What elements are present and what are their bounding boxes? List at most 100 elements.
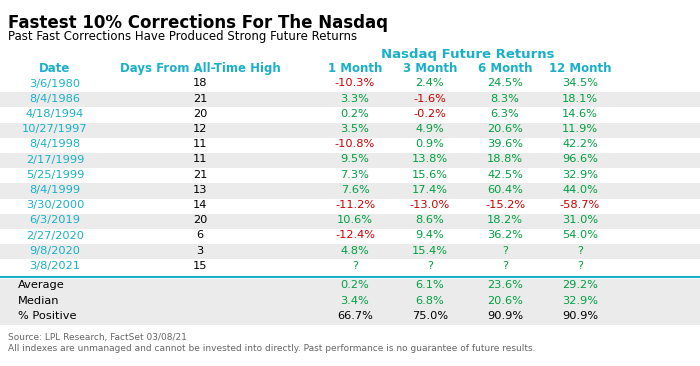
Text: 96.6%: 96.6% — [562, 154, 598, 164]
Text: 5/25/1999: 5/25/1999 — [26, 170, 84, 180]
Text: 6.8%: 6.8% — [416, 296, 444, 306]
Text: 11.9%: 11.9% — [562, 124, 598, 134]
Text: Days From All-Time High: Days From All-Time High — [120, 62, 281, 75]
Text: Fastest 10% Corrections For The Nasdaq: Fastest 10% Corrections For The Nasdaq — [8, 14, 388, 32]
Text: 6.3%: 6.3% — [491, 109, 519, 119]
Text: 11: 11 — [193, 154, 207, 164]
Text: 0.2%: 0.2% — [341, 109, 370, 119]
Text: 66.7%: 66.7% — [337, 311, 373, 321]
Text: 4.8%: 4.8% — [341, 246, 370, 256]
Text: 2.4%: 2.4% — [416, 78, 444, 89]
Text: -1.6%: -1.6% — [414, 94, 447, 104]
Text: -10.3%: -10.3% — [335, 78, 375, 89]
Text: Median: Median — [18, 296, 60, 306]
Text: 20.6%: 20.6% — [487, 296, 523, 306]
Text: ?: ? — [577, 246, 583, 256]
Text: 6 Month: 6 Month — [477, 62, 532, 75]
Text: 36.2%: 36.2% — [487, 231, 523, 240]
Text: 8.3%: 8.3% — [491, 94, 519, 104]
Text: 17.4%: 17.4% — [412, 185, 448, 195]
Text: 3.5%: 3.5% — [341, 124, 370, 134]
Text: 23.6%: 23.6% — [487, 280, 523, 290]
Text: 3/8/2021: 3/8/2021 — [29, 261, 81, 271]
Text: ?: ? — [352, 261, 358, 271]
Bar — [0, 92, 700, 107]
Bar — [0, 279, 700, 294]
Text: 21: 21 — [193, 170, 207, 180]
Text: 8.6%: 8.6% — [416, 215, 444, 225]
Text: 10.6%: 10.6% — [337, 215, 373, 225]
Text: 13: 13 — [193, 185, 207, 195]
Text: 18: 18 — [193, 78, 207, 89]
Text: 7.3%: 7.3% — [341, 170, 370, 180]
Text: 2/17/1999: 2/17/1999 — [26, 154, 84, 164]
Text: 20: 20 — [193, 215, 207, 225]
Text: Source: LPL Research, FactSet 03/08/21: Source: LPL Research, FactSet 03/08/21 — [8, 333, 187, 342]
Text: 32.9%: 32.9% — [562, 296, 598, 306]
Bar — [0, 153, 700, 168]
Bar — [0, 123, 700, 138]
Text: ?: ? — [577, 261, 583, 271]
Text: -0.2%: -0.2% — [414, 109, 447, 119]
Text: 7.6%: 7.6% — [341, 185, 370, 195]
Text: 18.1%: 18.1% — [562, 94, 598, 104]
Text: 12: 12 — [193, 124, 207, 134]
Text: 20.6%: 20.6% — [487, 124, 523, 134]
Text: 9.4%: 9.4% — [416, 231, 444, 240]
Text: % Positive: % Positive — [18, 311, 76, 321]
Text: 18.8%: 18.8% — [487, 154, 523, 164]
Bar — [0, 214, 700, 229]
Text: 44.0%: 44.0% — [562, 185, 598, 195]
Text: 6.1%: 6.1% — [416, 280, 444, 290]
Text: Past Fast Corrections Have Produced Strong Future Returns: Past Fast Corrections Have Produced Stro… — [8, 30, 357, 43]
Text: ?: ? — [502, 246, 508, 256]
Text: 34.5%: 34.5% — [562, 78, 598, 89]
Bar — [0, 244, 700, 259]
Text: 42.2%: 42.2% — [562, 139, 598, 149]
Text: 24.5%: 24.5% — [487, 78, 523, 89]
Text: 20: 20 — [193, 109, 207, 119]
Text: 8/4/1999: 8/4/1999 — [29, 185, 81, 195]
Text: Nasdaq Future Returns: Nasdaq Future Returns — [382, 48, 554, 61]
Text: -15.2%: -15.2% — [485, 200, 525, 210]
Text: 12 Month: 12 Month — [549, 62, 611, 75]
Text: 39.6%: 39.6% — [487, 139, 523, 149]
Text: 32.9%: 32.9% — [562, 170, 598, 180]
Text: 15: 15 — [193, 261, 207, 271]
Text: 31.0%: 31.0% — [562, 215, 598, 225]
Text: 14.6%: 14.6% — [562, 109, 598, 119]
Text: 4.9%: 4.9% — [416, 124, 444, 134]
Text: 0.2%: 0.2% — [341, 280, 370, 290]
Text: Average: Average — [18, 280, 64, 290]
Text: 9.5%: 9.5% — [341, 154, 370, 164]
Text: 54.0%: 54.0% — [562, 231, 598, 240]
Text: 0.9%: 0.9% — [416, 139, 444, 149]
Text: 3/30/2000: 3/30/2000 — [26, 200, 84, 210]
Text: 90.9%: 90.9% — [487, 311, 523, 321]
Text: 75.0%: 75.0% — [412, 311, 448, 321]
Text: 18.2%: 18.2% — [487, 215, 523, 225]
Text: 4/18/1994: 4/18/1994 — [26, 109, 84, 119]
Text: 6/3/2019: 6/3/2019 — [29, 215, 81, 225]
Bar — [0, 310, 700, 325]
Text: 2/27/2020: 2/27/2020 — [26, 231, 84, 240]
Text: 21: 21 — [193, 94, 207, 104]
Text: 1 Month: 1 Month — [328, 62, 382, 75]
Text: 11: 11 — [193, 139, 207, 149]
Text: 14: 14 — [193, 200, 207, 210]
Text: 13.8%: 13.8% — [412, 154, 448, 164]
Text: -12.4%: -12.4% — [335, 231, 375, 240]
Bar — [0, 294, 700, 310]
Text: 3: 3 — [197, 246, 204, 256]
Text: 8/4/1998: 8/4/1998 — [29, 139, 81, 149]
Text: ?: ? — [427, 261, 433, 271]
Text: 9/8/2020: 9/8/2020 — [29, 246, 81, 256]
Bar — [0, 183, 700, 199]
Text: -58.7%: -58.7% — [560, 200, 600, 210]
Text: 60.4%: 60.4% — [487, 185, 523, 195]
Text: 42.5%: 42.5% — [487, 170, 523, 180]
Text: -11.2%: -11.2% — [335, 200, 375, 210]
Text: 90.9%: 90.9% — [562, 311, 598, 321]
Text: All indexes are unmanaged and cannot be invested into directly. Past performance: All indexes are unmanaged and cannot be … — [8, 344, 536, 353]
Text: 3/6/1980: 3/6/1980 — [29, 78, 81, 89]
